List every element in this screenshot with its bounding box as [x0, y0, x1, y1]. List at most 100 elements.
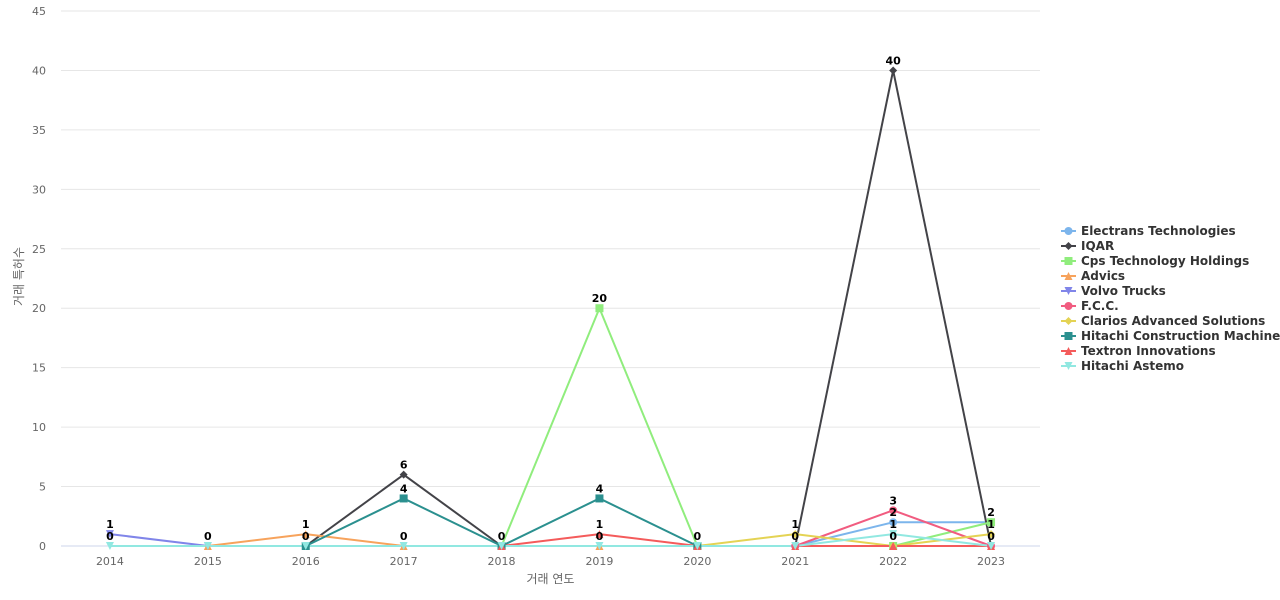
legend-marker	[1064, 362, 1073, 370]
y-tick-label: 30	[32, 183, 46, 196]
legend-item[interactable]: Textron Innovations	[1061, 344, 1216, 358]
legend-marker	[1064, 347, 1073, 355]
data-point	[399, 470, 408, 479]
data-label: 0	[791, 530, 799, 543]
legend-item[interactable]: Hitachi Construction Machinery	[1061, 329, 1280, 343]
data-label: 3	[889, 494, 897, 507]
y-tick-label: 0	[39, 540, 46, 553]
legend-marker	[1064, 317, 1073, 325]
data-point	[889, 518, 898, 527]
data-point	[889, 506, 898, 515]
data-label: 0	[987, 530, 995, 543]
data-point	[791, 542, 800, 550]
legend-marker	[1064, 227, 1073, 235]
legend-label: Cps Technology Holdings	[1081, 254, 1249, 268]
x-tick-label: 2023	[977, 555, 1005, 568]
x-tick-label: 2014	[96, 555, 124, 568]
legend-label: Advics	[1081, 269, 1125, 283]
x-tick-label: 2021	[781, 555, 809, 568]
data-label: 0	[302, 530, 310, 543]
x-tick-label: 2018	[488, 555, 516, 568]
data-label: 0	[889, 530, 897, 543]
data-label: 1	[596, 518, 604, 531]
legend-label: Textron Innovations	[1081, 344, 1216, 358]
data-point	[987, 530, 996, 539]
data-point	[595, 494, 604, 503]
data-point	[889, 530, 898, 539]
series-line	[109, 533, 208, 547]
data-point	[301, 530, 310, 539]
y-axis-title: 거래 특허수	[12, 247, 26, 306]
x-tick-label: 2015	[194, 555, 222, 568]
x-tick-label: 2017	[390, 555, 418, 568]
y-axis: 0 5 10 15 20 25 30 35 40 45	[32, 5, 46, 553]
data-label: 6	[400, 459, 408, 472]
data-label: 1	[987, 518, 995, 531]
data-point	[595, 304, 604, 313]
legend-label: Hitachi Astemo	[1081, 359, 1184, 373]
legend-marker	[1064, 272, 1073, 280]
y-tick-label: 10	[32, 421, 46, 434]
data-point	[595, 542, 604, 550]
y-tick-label: 5	[39, 481, 46, 494]
data-label: 1	[302, 518, 310, 531]
legend-label: F.C.C.	[1081, 299, 1119, 313]
y-tick-label: 15	[32, 362, 46, 375]
data-point	[889, 66, 898, 75]
legend-item[interactable]: IQAR	[1061, 239, 1114, 253]
legend-item[interactable]: Clarios Advanced Solutions	[1061, 314, 1265, 328]
y-tick-label: 25	[32, 243, 46, 256]
data-label: 4	[596, 482, 604, 495]
data-point	[595, 530, 604, 539]
series-markers	[105, 66, 996, 550]
y-tick-label: 45	[32, 5, 46, 18]
data-point	[105, 530, 114, 539]
data-label: 0	[498, 530, 506, 543]
x-tick-label: 2016	[292, 555, 320, 568]
data-label: 1	[889, 518, 897, 531]
legend-label: Volvo Trucks	[1081, 284, 1166, 298]
data-label: 1	[791, 518, 799, 531]
data-point	[497, 542, 506, 550]
legend-item[interactable]: Hitachi Astemo	[1061, 359, 1184, 373]
data-label: 4	[400, 482, 408, 495]
x-tick-label: 2019	[585, 555, 613, 568]
legend-label: Hitachi Construction Machinery	[1081, 329, 1280, 343]
legend-label: Electrans Technologies	[1081, 224, 1236, 238]
data-point	[987, 518, 996, 527]
data-point	[987, 542, 996, 550]
legend-item[interactable]: Advics	[1061, 269, 1125, 283]
legend-marker	[1064, 302, 1073, 310]
data-point	[301, 542, 310, 550]
legend-item[interactable]: Cps Technology Holdings	[1061, 254, 1249, 268]
legend-label: Clarios Advanced Solutions	[1081, 314, 1265, 328]
legend-item[interactable]: Volvo Trucks	[1061, 284, 1166, 298]
x-tick-label: 2020	[683, 555, 711, 568]
data-point	[105, 542, 114, 550]
data-label: 2	[889, 506, 897, 519]
legend-marker	[1064, 332, 1073, 340]
legend-item[interactable]: F.C.C.	[1061, 299, 1119, 313]
data-point	[693, 542, 702, 550]
grid	[61, 10, 1040, 547]
data-label: 40	[885, 54, 901, 67]
data-label: 0	[400, 530, 408, 543]
series-line	[109, 533, 992, 547]
data-point	[399, 494, 408, 503]
y-tick-label: 40	[32, 64, 46, 77]
legend-label: IQAR	[1081, 239, 1114, 253]
data-label: 0	[694, 530, 702, 543]
y-tick-label: 20	[32, 302, 46, 315]
data-point	[889, 542, 898, 550]
legend-marker	[1064, 287, 1073, 295]
legend-marker	[1064, 257, 1073, 265]
legend-item[interactable]: Electrans Technologies	[1061, 224, 1236, 238]
data-label: 0	[596, 530, 604, 543]
data-label: 0	[106, 530, 114, 543]
data-label: 0	[204, 530, 212, 543]
y-tick-label: 35	[32, 124, 46, 137]
x-axis-title: 거래 연도	[527, 572, 575, 586]
